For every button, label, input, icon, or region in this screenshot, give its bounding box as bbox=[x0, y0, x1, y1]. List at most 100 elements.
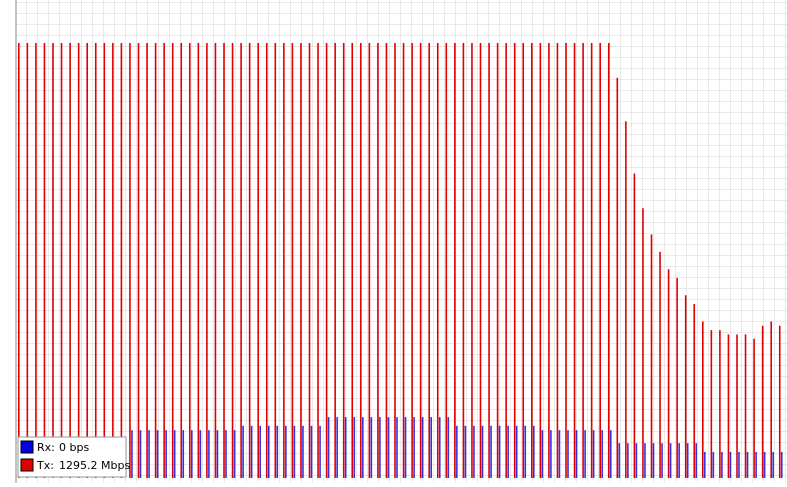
bar bbox=[539, 43, 542, 478]
bar bbox=[300, 43, 302, 478]
bar bbox=[590, 43, 593, 478]
bar bbox=[240, 43, 242, 478]
bar bbox=[112, 43, 114, 478]
bar bbox=[558, 430, 561, 478]
bar bbox=[710, 330, 713, 478]
bar bbox=[197, 43, 200, 478]
bar bbox=[325, 43, 328, 478]
bar bbox=[719, 330, 721, 478]
bar bbox=[704, 451, 706, 478]
bar bbox=[573, 43, 576, 478]
bar bbox=[738, 451, 740, 478]
bar bbox=[550, 430, 552, 478]
bar bbox=[351, 43, 354, 478]
bar bbox=[693, 304, 696, 478]
bar bbox=[257, 43, 259, 478]
bar bbox=[778, 325, 781, 478]
bar bbox=[447, 417, 450, 478]
bar bbox=[336, 417, 338, 478]
bar bbox=[165, 430, 167, 478]
bar bbox=[129, 43, 131, 478]
legend-label: Rx: bbox=[37, 441, 55, 454]
bar bbox=[684, 295, 687, 478]
bar bbox=[659, 251, 661, 478]
bar bbox=[131, 430, 133, 478]
bar bbox=[498, 425, 501, 478]
bar bbox=[582, 43, 584, 478]
bar bbox=[402, 43, 405, 478]
bar bbox=[214, 43, 217, 478]
bar bbox=[661, 443, 663, 478]
bar bbox=[265, 43, 268, 478]
bar bbox=[490, 425, 492, 478]
bar bbox=[171, 43, 174, 478]
bar bbox=[481, 425, 484, 478]
bar bbox=[182, 430, 185, 478]
bar bbox=[206, 43, 208, 478]
bar bbox=[633, 173, 636, 478]
bar bbox=[60, 43, 63, 478]
bar bbox=[565, 43, 567, 478]
bar bbox=[413, 417, 415, 478]
bar bbox=[601, 430, 603, 478]
bar bbox=[575, 430, 578, 478]
bar bbox=[385, 43, 388, 478]
bar bbox=[233, 430, 236, 478]
bar bbox=[291, 43, 294, 478]
bar bbox=[780, 451, 783, 478]
bar bbox=[524, 425, 527, 478]
legend-box bbox=[17, 436, 127, 478]
bar bbox=[52, 43, 54, 478]
bar bbox=[736, 334, 738, 478]
bar bbox=[411, 43, 413, 478]
bar bbox=[667, 269, 670, 478]
bar bbox=[522, 43, 525, 478]
bar bbox=[625, 121, 627, 479]
bar bbox=[488, 43, 490, 478]
bar bbox=[191, 430, 193, 478]
bar bbox=[274, 43, 277, 478]
grid bbox=[16, 0, 787, 483]
bar bbox=[394, 43, 396, 478]
bar bbox=[86, 43, 88, 478]
bar bbox=[43, 43, 46, 478]
bar bbox=[231, 43, 234, 478]
bar bbox=[199, 430, 202, 478]
bar bbox=[567, 430, 569, 478]
bar bbox=[438, 417, 441, 478]
bar bbox=[156, 430, 159, 478]
bar bbox=[419, 43, 422, 478]
bar bbox=[225, 430, 227, 478]
bar bbox=[267, 425, 270, 478]
bar bbox=[353, 417, 356, 478]
bar bbox=[712, 451, 715, 478]
bar bbox=[462, 43, 465, 478]
bar bbox=[753, 338, 755, 478]
bar bbox=[259, 425, 261, 478]
bar bbox=[368, 43, 371, 478]
bar bbox=[584, 430, 586, 478]
bar bbox=[430, 417, 432, 478]
bar bbox=[515, 425, 518, 478]
bar bbox=[721, 451, 723, 478]
bar bbox=[310, 425, 313, 478]
legend-swatch bbox=[20, 458, 34, 472]
bar bbox=[285, 425, 287, 478]
bar bbox=[173, 430, 176, 478]
bar bbox=[770, 321, 772, 478]
bar bbox=[208, 430, 210, 478]
bar bbox=[148, 430, 150, 478]
bars bbox=[18, 43, 783, 479]
bar bbox=[387, 417, 390, 478]
bar bbox=[727, 334, 730, 478]
bar bbox=[650, 234, 653, 478]
bar bbox=[695, 443, 698, 478]
bar bbox=[26, 43, 29, 478]
bar bbox=[471, 43, 473, 478]
bar bbox=[686, 443, 689, 478]
bar bbox=[250, 425, 253, 478]
bar bbox=[94, 43, 97, 478]
bar bbox=[541, 430, 544, 478]
bar bbox=[644, 443, 646, 478]
bar bbox=[360, 43, 362, 478]
